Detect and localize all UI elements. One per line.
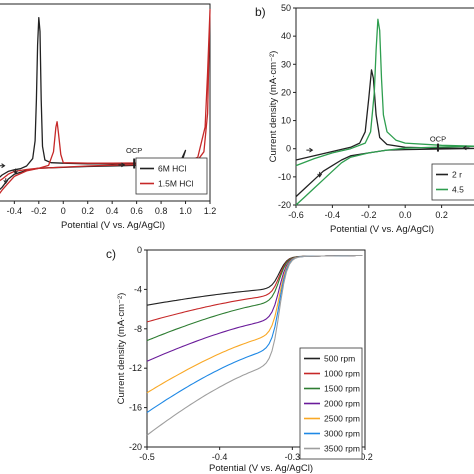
panel-a-legend-box — [135, 157, 208, 195]
ocp-label: OCP — [126, 146, 142, 155]
panel-a-frame — [0, 3, 211, 202]
panel-a-series — [0, 8, 211, 195]
panel-c-label: c) — [106, 247, 116, 261]
series-1-5m-hcl-line — [0, 8, 211, 195]
panel-b: b) -0.6 -0.4 -0.2 0.0 0.2 -20 -10 0 10 20 30 40 50 O… — [255, 3, 474, 235]
panel-c-legend-entry: 3500 rpm — [324, 444, 360, 454]
panel-c-y-tick-label: -12 — [129, 363, 142, 373]
panel-c-y-axis-label: Current density (mA·cm⁻²) — [116, 293, 127, 405]
panel-a-x-tick-label: 0.4 — [106, 206, 119, 216]
panel-c-legend-entry: 2500 rpm — [324, 414, 360, 424]
panel-b-legend-entry: 4.5 — [452, 185, 464, 195]
panel-b-y-axis-label: Current density (mA·cm⁻²) — [268, 51, 279, 163]
panel-c-x-tick-label: -0.4 — [212, 452, 228, 462]
panel-a: -0.4 -0.2 0 0.2 0.4 0.6 0.8 1.0 1.2 OCP Potentia… — [0, 3, 217, 231]
scan-direction-arrow — [317, 171, 323, 178]
panel-b-x-tick-label: 0.0 — [399, 210, 412, 220]
scan-direction-arrow — [306, 147, 314, 153]
panel-a-legend: 6M HCl 1.5M HCl — [135, 157, 208, 195]
panel-a-annotations: OCP — [0, 146, 158, 185]
scan-direction-arrow — [462, 145, 470, 151]
scan-direction-arrow — [118, 162, 126, 168]
panel-b-y-tick-label: 0 — [286, 144, 291, 154]
panel-b-legend-entry: 2 r — [452, 170, 462, 180]
panel-c-legend-entry: 2000 rpm — [324, 399, 360, 409]
panel-a-legend-entry: 6M HCl — [158, 164, 186, 174]
panel-b-y-tick-label: -20 — [278, 200, 291, 210]
panel-c-legend-entry: 500 rpm — [324, 354, 355, 364]
panel-a-x-tick-label: 0.6 — [130, 206, 143, 216]
panel-c: c) -0.5 -0.4 -0.3 -0.2 0 -4 -8 -12 -16 -20 Potent… — [106, 245, 373, 474]
panel-c-legend-entry: 3000 rpm — [324, 429, 360, 439]
panel-a-legend-entry: 1.5M HCl — [158, 179, 194, 189]
panel-c-y-tick-label: -16 — [129, 403, 142, 413]
panel-b-ticks: -0.6 -0.4 -0.2 0.0 0.2 -20 -10 0 10 20 30 40 50 — [278, 3, 448, 220]
panel-c-frame — [146, 249, 366, 448]
panel-c-series — [146, 254, 363, 436]
panel-b-x-tick-label: -0.6 — [288, 210, 304, 220]
panel-a-x-tick-label: -0.4 — [7, 206, 23, 216]
panel-a-x-tick-label: 1.2 — [204, 206, 217, 216]
ocp-label: OCP — [430, 135, 446, 144]
panel-c-x-tick-label: -0.5 — [139, 452, 155, 462]
panel-b-y-tick-label: -10 — [278, 172, 291, 182]
panel-b-legend: 2 r 4.5 — [431, 163, 474, 201]
panel-a-x-tick-label: 0 — [61, 206, 66, 216]
panel-c-x-tick-label: -0.2 — [357, 452, 373, 462]
panel-c-y-tick-label: -4 — [134, 284, 142, 294]
panel-b-y-tick-label: 40 — [281, 31, 291, 41]
panel-b-x-tick-label: -0.4 — [325, 210, 341, 220]
panel-c-legend: 500 rpm 1000 rpm 1500 rpm 2000 rpm 2500 rpm 3… — [299, 347, 363, 460]
panel-a-x-tick-label: -0.2 — [31, 206, 47, 216]
panel-c-y-tick-label: -8 — [134, 324, 142, 334]
panel-b-y-tick-label: 50 — [281, 3, 291, 13]
panel-c-x-axis-label: Potential (V vs. Ag/AgCl) — [209, 463, 313, 474]
panel-b-legend-box — [431, 163, 474, 201]
scan-direction-arrow — [13, 168, 18, 175]
panel-b-y-tick-label: 10 — [281, 116, 291, 126]
scan-direction-arrow — [0, 163, 6, 169]
panel-b-x-axis-label: Potential (V vs. Ag/AgCl) — [330, 224, 434, 235]
series-4-5-line — [295, 18, 474, 206]
panel-b-series — [295, 18, 474, 206]
series-1000-rpm-line — [146, 254, 363, 323]
series-2000-rpm-line — [146, 254, 363, 362]
panel-c-ticks: -0.5 -0.4 -0.3 -0.2 0 -4 -8 -12 -16 -20 — [129, 245, 373, 462]
panel-a-x-tick-label: 0.2 — [81, 206, 94, 216]
panel-a-x-tick-label: 1.0 — [179, 206, 192, 216]
panel-a-x-ticks: -0.4 -0.2 0 0.2 0.4 0.6 0.8 1.0 1.2 — [7, 201, 217, 216]
panel-b-x-tick-label: -0.2 — [361, 210, 377, 220]
scan-direction-arrow — [3, 178, 9, 185]
panel-b-annotations: OCP — [306, 135, 470, 178]
panel-b-frame — [295, 7, 474, 206]
panel-c-x-tick-label: -0.3 — [285, 452, 301, 462]
panel-c-legend-entry: 1000 rpm — [324, 369, 360, 379]
panel-b-label: b) — [255, 5, 266, 19]
panel-a-x-axis-label: Potential (V vs. Ag/AgCl) — [61, 220, 165, 231]
series-3500-rpm-line — [146, 254, 363, 436]
panel-a-x-tick-label: 0.8 — [155, 206, 168, 216]
panel-c-legend-entry: 1500 rpm — [324, 384, 360, 394]
panel-c-y-tick-label: 0 — [137, 245, 142, 255]
panel-b-y-tick-label: 20 — [281, 87, 291, 97]
panel-b-x-tick-label: 0.2 — [435, 210, 448, 220]
panel-b-y-tick-label: 30 — [281, 59, 291, 69]
panel-c-y-tick-label: -20 — [129, 442, 142, 452]
